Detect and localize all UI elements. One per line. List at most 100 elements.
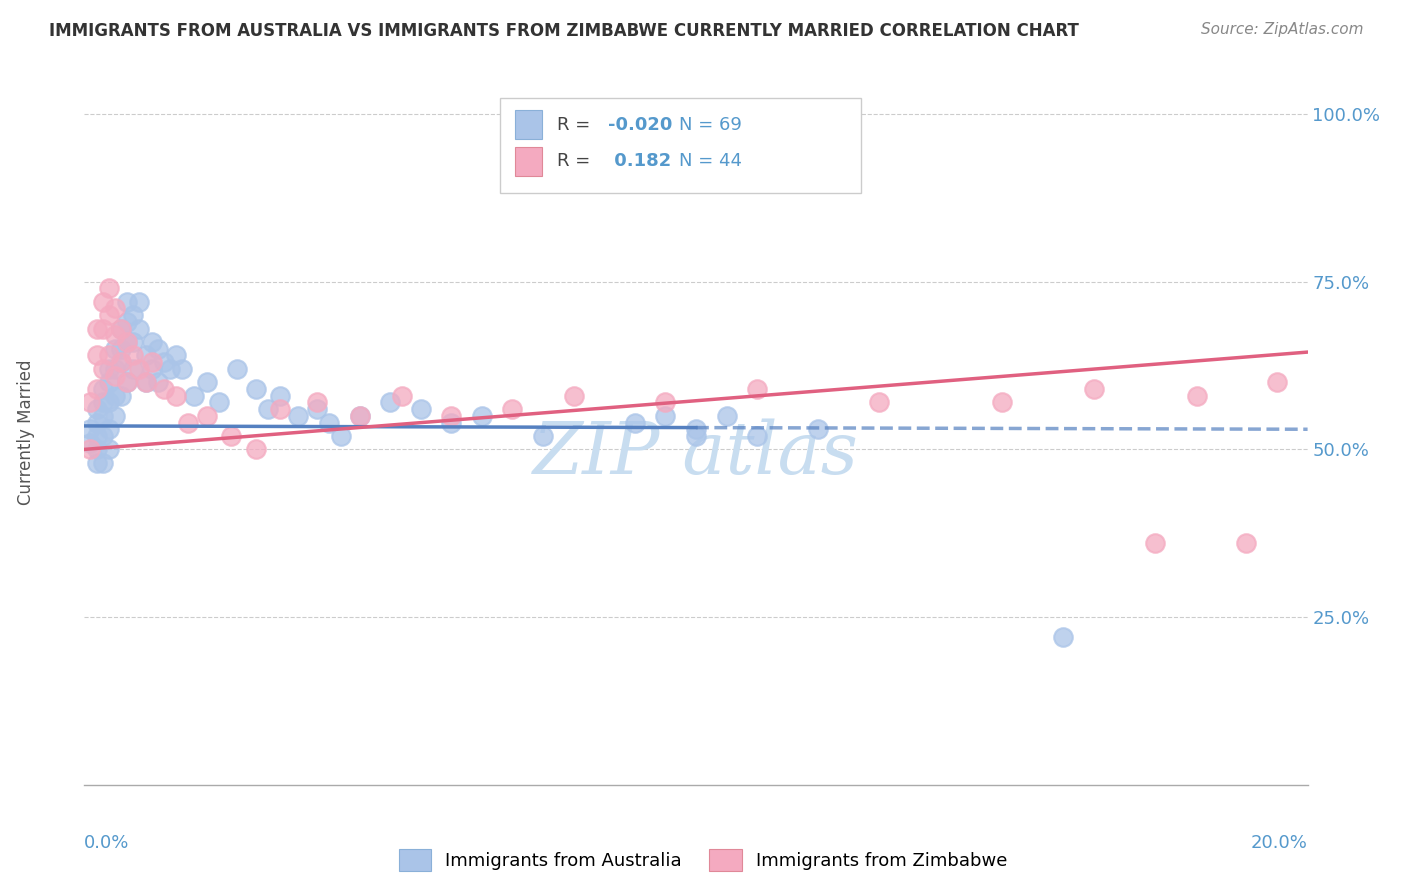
Text: 0.0%: 0.0% <box>84 834 129 852</box>
Point <box>153 355 176 369</box>
Point <box>141 362 163 376</box>
Point <box>305 402 328 417</box>
Point <box>91 429 114 443</box>
Point <box>471 409 494 423</box>
Point <box>86 321 108 335</box>
Point <box>97 395 120 409</box>
Point <box>110 355 132 369</box>
Point <box>79 395 101 409</box>
Point <box>128 362 150 376</box>
Point <box>86 442 108 457</box>
Point <box>208 395 231 409</box>
Point <box>122 348 145 362</box>
Text: IMMIGRANTS FROM AUSTRALIA VS IMMIGRANTS FROM ZIMBABWE CURRENTLY MARRIED CORRELAT: IMMIGRANTS FROM AUSTRALIA VS IMMIGRANTS … <box>49 22 1078 40</box>
Point <box>654 409 676 423</box>
Legend: Immigrants from Australia, Immigrants from Zimbabwe: Immigrants from Australia, Immigrants fr… <box>391 842 1015 879</box>
Point <box>115 376 138 390</box>
Point <box>110 355 132 369</box>
Point <box>146 376 169 390</box>
Point <box>122 362 145 376</box>
Point <box>654 395 676 409</box>
Point <box>146 342 169 356</box>
Point <box>349 409 371 423</box>
Point <box>115 294 138 309</box>
Point <box>115 334 138 349</box>
Point <box>97 442 120 457</box>
Point <box>685 422 707 436</box>
Point <box>110 321 132 335</box>
Point <box>747 429 769 443</box>
Point <box>219 429 242 443</box>
Point <box>91 409 114 423</box>
Point <box>135 376 157 390</box>
Point <box>153 382 176 396</box>
Point <box>1143 536 1166 550</box>
Point <box>86 416 108 430</box>
Point <box>330 429 353 443</box>
Text: R =: R = <box>557 153 589 170</box>
Point <box>97 348 120 362</box>
Point <box>97 308 120 322</box>
Text: N = 44: N = 44 <box>679 153 742 170</box>
Point <box>531 429 554 443</box>
Point <box>91 395 114 409</box>
Point <box>991 395 1014 409</box>
Point <box>135 376 157 390</box>
Point <box>141 355 163 369</box>
Point <box>245 382 267 396</box>
Point <box>245 442 267 457</box>
Point <box>1236 536 1258 550</box>
Point <box>104 342 127 356</box>
Point <box>104 368 127 383</box>
Point <box>502 402 524 417</box>
Point <box>165 389 187 403</box>
Point <box>104 328 127 343</box>
Text: N = 69: N = 69 <box>679 116 742 134</box>
Point <box>86 348 108 362</box>
FancyBboxPatch shape <box>515 146 541 176</box>
Point <box>97 362 120 376</box>
Point <box>104 409 127 423</box>
Point <box>195 409 218 423</box>
Point <box>128 294 150 309</box>
Point <box>110 321 132 335</box>
Point <box>165 348 187 362</box>
Point <box>91 456 114 470</box>
Point <box>141 334 163 349</box>
Point <box>86 402 108 417</box>
Text: ZIP atlas: ZIP atlas <box>533 418 859 489</box>
Point <box>86 382 108 396</box>
Point <box>91 321 114 335</box>
Point <box>79 422 101 436</box>
Point <box>440 409 463 423</box>
Point <box>257 402 280 417</box>
Text: -0.020: -0.020 <box>607 116 672 134</box>
Point <box>79 442 101 457</box>
Point <box>269 402 291 417</box>
Point <box>305 395 328 409</box>
Point <box>110 342 132 356</box>
Text: R =: R = <box>557 116 589 134</box>
Point <box>104 301 127 316</box>
Point <box>115 376 138 390</box>
Point <box>747 382 769 396</box>
Point <box>685 429 707 443</box>
Point <box>807 422 830 436</box>
Point <box>97 422 120 436</box>
Text: Currently Married: Currently Married <box>17 359 35 506</box>
Point <box>91 362 114 376</box>
Text: Source: ZipAtlas.com: Source: ZipAtlas.com <box>1201 22 1364 37</box>
Point <box>122 308 145 322</box>
Point <box>183 389 205 403</box>
Point <box>115 315 138 329</box>
Point <box>79 435 101 450</box>
Point <box>380 395 402 409</box>
Point <box>135 348 157 362</box>
Point <box>104 389 127 403</box>
Point <box>122 334 145 349</box>
Point <box>391 389 413 403</box>
Point <box>91 294 114 309</box>
Point <box>716 409 738 423</box>
Point <box>440 416 463 430</box>
Point <box>195 376 218 390</box>
